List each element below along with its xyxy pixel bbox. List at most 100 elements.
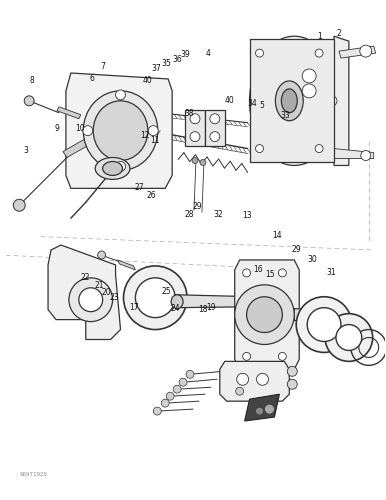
Circle shape [124,266,187,330]
Text: 25: 25 [161,287,171,296]
Circle shape [278,352,286,360]
Polygon shape [235,260,299,370]
Circle shape [173,385,181,393]
Text: 8: 8 [30,76,34,86]
Polygon shape [334,148,374,158]
Text: 18: 18 [198,305,207,314]
Polygon shape [48,245,120,340]
Ellipse shape [95,158,130,180]
Text: 6: 6 [89,74,94,83]
Circle shape [161,399,169,407]
Circle shape [262,57,273,67]
Polygon shape [220,362,289,401]
Text: 23: 23 [110,292,119,302]
Circle shape [302,84,316,98]
Polygon shape [57,107,81,118]
Circle shape [24,96,34,106]
Circle shape [135,278,175,318]
Polygon shape [250,39,334,162]
Text: 5: 5 [259,102,264,110]
Text: 40: 40 [225,96,234,106]
Text: 16: 16 [253,266,263,274]
Circle shape [316,57,326,67]
Text: 19: 19 [207,302,216,312]
Text: 33: 33 [280,112,290,120]
Circle shape [325,314,373,362]
Circle shape [237,374,249,385]
Text: 17: 17 [129,302,139,312]
Ellipse shape [281,89,297,113]
Circle shape [262,134,273,144]
Circle shape [210,114,220,124]
Circle shape [190,114,200,124]
Circle shape [243,352,251,360]
Text: 29: 29 [192,202,201,210]
Circle shape [166,392,174,400]
Text: 1: 1 [317,32,322,40]
Circle shape [289,41,299,51]
Circle shape [252,96,261,106]
Circle shape [287,380,297,389]
Circle shape [98,251,106,259]
Text: 31: 31 [326,268,336,277]
Circle shape [153,407,161,415]
Circle shape [236,387,244,395]
Circle shape [287,366,297,376]
Circle shape [296,296,352,352]
Circle shape [235,285,294,344]
Circle shape [148,126,158,136]
Text: 37: 37 [152,64,161,73]
Polygon shape [63,128,108,158]
Circle shape [361,150,371,160]
Circle shape [256,49,264,57]
Text: 4: 4 [206,49,211,58]
Circle shape [315,144,323,152]
Circle shape [13,200,25,211]
Ellipse shape [171,294,183,308]
Text: 35: 35 [161,59,171,68]
Text: 39: 39 [181,50,190,59]
Polygon shape [118,260,135,270]
Text: 26: 26 [146,191,156,200]
Circle shape [69,278,113,322]
Circle shape [200,160,206,166]
Text: 36: 36 [173,55,183,64]
Text: 20: 20 [102,288,112,297]
Text: 22: 22 [81,273,90,282]
Polygon shape [185,110,205,146]
Circle shape [192,158,198,164]
Text: 38: 38 [185,109,194,118]
Circle shape [315,49,323,57]
Circle shape [264,404,274,414]
Ellipse shape [83,91,158,170]
Text: 9: 9 [54,124,59,132]
Circle shape [289,150,299,160]
Text: 28: 28 [185,210,194,218]
Text: 12: 12 [141,131,150,140]
Polygon shape [66,73,172,188]
Circle shape [179,378,187,386]
Circle shape [243,269,251,277]
Ellipse shape [103,162,122,175]
Ellipse shape [93,101,148,160]
Circle shape [256,144,264,152]
Text: 10: 10 [75,124,85,132]
Circle shape [302,69,316,83]
Text: 34: 34 [247,99,257,108]
Circle shape [190,132,200,141]
Circle shape [278,269,286,277]
Ellipse shape [275,81,303,120]
Text: 29: 29 [292,246,301,254]
Text: 21: 21 [94,282,104,290]
Text: 32: 32 [213,210,223,218]
Circle shape [257,374,268,385]
Circle shape [83,126,93,136]
Polygon shape [294,308,319,320]
Circle shape [307,308,341,342]
Text: 24: 24 [171,304,181,313]
Circle shape [115,90,125,100]
Circle shape [256,407,264,415]
Ellipse shape [250,36,339,166]
Text: 11: 11 [150,136,159,145]
Circle shape [360,45,372,57]
